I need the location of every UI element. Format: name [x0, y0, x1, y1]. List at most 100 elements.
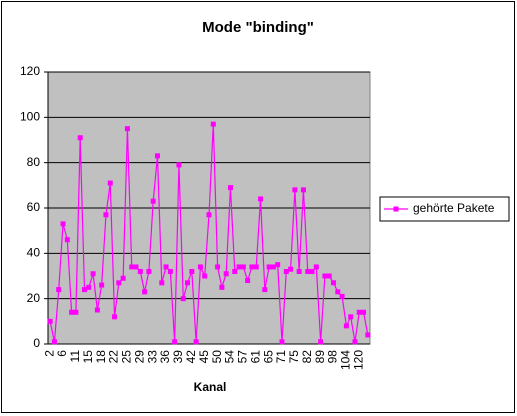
point	[167, 268, 173, 274]
point	[270, 264, 276, 270]
point	[309, 268, 315, 274]
point	[90, 271, 96, 277]
x-tick-label: 61	[248, 350, 262, 364]
point	[120, 275, 126, 281]
point	[305, 268, 311, 274]
x-tick-label: 29	[132, 350, 146, 364]
x-tick-label: 65	[261, 350, 275, 364]
point	[331, 280, 337, 286]
y-tick-label: 0	[33, 336, 40, 350]
x-tick-label: 18	[94, 350, 108, 364]
x-tick-label: 104	[339, 350, 353, 370]
point	[137, 268, 143, 274]
point	[193, 339, 199, 345]
x-tick-label: 15	[81, 350, 95, 364]
legend-label: gehörte Pakete	[413, 201, 495, 215]
x-tick-label: 50	[210, 350, 224, 364]
point	[296, 268, 302, 274]
point	[266, 264, 272, 270]
point	[60, 221, 66, 227]
x-tick-label: 89	[313, 350, 327, 364]
point	[86, 284, 92, 290]
x-tick-label: 54	[223, 350, 237, 364]
point	[112, 314, 118, 320]
x-tick-label: 36	[158, 350, 172, 364]
point	[107, 180, 113, 186]
point	[288, 266, 294, 272]
point	[253, 264, 259, 270]
point	[185, 280, 191, 286]
y-tick-label: 60	[27, 200, 41, 214]
x-tick-label: 6	[55, 350, 69, 357]
point	[232, 268, 238, 274]
point	[283, 268, 289, 274]
y-tick-label: 40	[27, 246, 41, 260]
point	[352, 339, 358, 345]
x-tick-label: 57	[236, 350, 250, 364]
point	[47, 318, 53, 324]
point	[159, 280, 165, 286]
point	[335, 289, 341, 295]
point	[56, 287, 62, 293]
x-tick-label: 42	[184, 350, 198, 364]
point	[361, 309, 367, 315]
x-axis-label: Kanal	[194, 380, 227, 394]
x-tick-label: 45	[197, 350, 211, 364]
y-tick-label: 20	[27, 291, 41, 305]
point	[206, 212, 212, 218]
point	[64, 237, 70, 243]
point	[326, 273, 332, 279]
point	[343, 323, 349, 329]
point	[99, 282, 105, 288]
point	[219, 284, 225, 290]
point	[318, 339, 324, 345]
y-tick-label: 100	[20, 110, 40, 124]
point	[133, 264, 139, 270]
point	[292, 187, 298, 193]
x-tick-label: 22	[107, 350, 121, 364]
point	[77, 135, 83, 141]
point	[129, 264, 135, 270]
x-tick-label: 75	[287, 350, 301, 364]
point	[172, 339, 178, 345]
point	[322, 273, 328, 279]
x-tick-label: 98	[326, 350, 340, 364]
point	[210, 121, 216, 127]
y-tick-label: 80	[27, 155, 41, 169]
point	[240, 264, 246, 270]
point	[124, 126, 130, 132]
point	[202, 273, 208, 279]
point	[365, 332, 371, 338]
point	[154, 153, 160, 159]
point	[236, 264, 242, 270]
point	[356, 309, 362, 315]
point	[348, 314, 354, 320]
point	[262, 287, 268, 293]
point	[163, 264, 169, 270]
point	[189, 268, 195, 274]
point	[300, 187, 306, 193]
x-tick-label: 33	[145, 350, 159, 364]
x-tick-label: 71	[274, 350, 288, 364]
x-tick-label: 11	[68, 350, 82, 363]
point	[146, 268, 152, 274]
point	[116, 280, 122, 286]
x-tick-label: 39	[171, 350, 185, 364]
point	[176, 162, 182, 168]
point	[227, 185, 233, 191]
point	[249, 264, 255, 270]
point	[180, 296, 186, 302]
x-tick-label: 25	[120, 350, 134, 364]
point	[339, 293, 345, 299]
point	[103, 212, 109, 218]
x-tick-label: 82	[300, 350, 314, 364]
point	[51, 339, 57, 345]
point	[245, 278, 251, 284]
chart-title: Mode "binding"	[202, 19, 314, 36]
point	[279, 339, 285, 345]
point	[313, 264, 319, 270]
point	[73, 309, 79, 315]
point	[215, 264, 221, 270]
point	[197, 264, 203, 270]
